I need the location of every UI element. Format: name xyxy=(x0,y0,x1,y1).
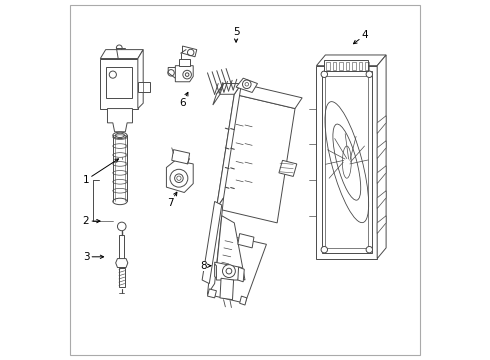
Polygon shape xyxy=(217,84,242,94)
Polygon shape xyxy=(116,258,128,267)
Polygon shape xyxy=(238,267,245,282)
Ellipse shape xyxy=(113,198,127,204)
Polygon shape xyxy=(207,198,223,294)
Polygon shape xyxy=(240,296,247,305)
Circle shape xyxy=(118,222,126,231)
Polygon shape xyxy=(182,46,197,57)
Polygon shape xyxy=(217,84,242,208)
Polygon shape xyxy=(138,50,143,109)
Polygon shape xyxy=(377,55,386,258)
Bar xyxy=(365,62,368,70)
Polygon shape xyxy=(119,235,124,258)
Ellipse shape xyxy=(113,132,127,139)
Circle shape xyxy=(321,71,327,77)
Polygon shape xyxy=(279,160,297,176)
Polygon shape xyxy=(167,160,193,193)
Polygon shape xyxy=(217,216,245,280)
Polygon shape xyxy=(323,60,368,71)
Polygon shape xyxy=(168,67,179,78)
Text: 8: 8 xyxy=(200,261,211,271)
Polygon shape xyxy=(377,116,386,134)
Polygon shape xyxy=(377,141,386,158)
Bar xyxy=(352,62,356,70)
Polygon shape xyxy=(179,59,190,66)
Polygon shape xyxy=(175,66,193,82)
Bar xyxy=(359,62,362,70)
Text: 6: 6 xyxy=(179,93,188,108)
Polygon shape xyxy=(238,234,254,248)
Polygon shape xyxy=(317,55,386,66)
Polygon shape xyxy=(138,82,150,93)
Polygon shape xyxy=(377,191,386,208)
Polygon shape xyxy=(317,66,377,258)
Text: 2: 2 xyxy=(83,216,100,226)
Bar xyxy=(333,62,337,70)
Polygon shape xyxy=(236,78,258,93)
Polygon shape xyxy=(213,84,223,105)
Polygon shape xyxy=(207,235,267,303)
Polygon shape xyxy=(220,278,234,300)
Bar xyxy=(326,62,330,70)
Polygon shape xyxy=(215,264,217,278)
Polygon shape xyxy=(215,262,242,280)
Text: 7: 7 xyxy=(167,192,177,208)
Polygon shape xyxy=(377,216,386,234)
Circle shape xyxy=(222,265,235,278)
Polygon shape xyxy=(172,150,190,164)
Polygon shape xyxy=(100,50,143,59)
Text: 1: 1 xyxy=(83,159,119,185)
Bar xyxy=(339,62,343,70)
Polygon shape xyxy=(119,267,124,287)
Circle shape xyxy=(366,71,372,77)
Polygon shape xyxy=(207,289,217,298)
Polygon shape xyxy=(100,59,138,109)
Text: 4: 4 xyxy=(353,30,368,44)
Text: 5: 5 xyxy=(233,27,240,42)
Polygon shape xyxy=(377,166,386,184)
Bar xyxy=(346,62,349,70)
Circle shape xyxy=(170,169,188,187)
Circle shape xyxy=(366,247,372,253)
Polygon shape xyxy=(202,202,222,284)
Polygon shape xyxy=(107,109,132,132)
Polygon shape xyxy=(234,84,302,109)
Text: 3: 3 xyxy=(83,252,103,262)
Polygon shape xyxy=(217,94,295,223)
Circle shape xyxy=(321,247,327,253)
